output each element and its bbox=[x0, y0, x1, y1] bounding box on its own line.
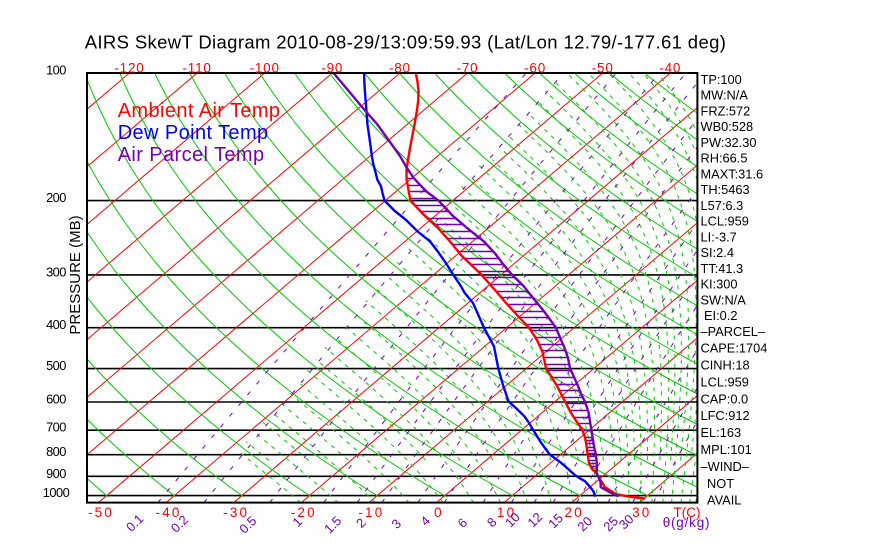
svg-text:EI:0.2: EI:0.2 bbox=[704, 308, 737, 323]
svg-text:LCL:959: LCL:959 bbox=[701, 374, 749, 389]
svg-text:-80: -80 bbox=[389, 60, 411, 75]
svg-text:TH:5463: TH:5463 bbox=[701, 182, 750, 197]
svg-text:1000: 1000 bbox=[43, 485, 70, 500]
svg-text:LI:-3.7: LI:-3.7 bbox=[701, 229, 737, 244]
svg-text:T(C): T(C) bbox=[674, 505, 701, 520]
svg-text:-110: -110 bbox=[182, 60, 211, 75]
svg-text:RH:66.5: RH:66.5 bbox=[701, 151, 748, 166]
svg-text:-120: -120 bbox=[114, 60, 144, 75]
svg-text:KI:300: KI:300 bbox=[701, 277, 738, 292]
svg-text:TP:100: TP:100 bbox=[701, 72, 742, 87]
svg-text:400: 400 bbox=[46, 317, 66, 332]
svg-text:WB0:528: WB0:528 bbox=[701, 119, 754, 134]
svg-text:AIRS SkewT Diagram 2010-08-29/: AIRS SkewT Diagram 2010-08-29/13:09:59.9… bbox=[85, 32, 727, 53]
svg-text:θ(g/kg): θ(g/kg) bbox=[663, 515, 711, 530]
svg-text:CAP:0.0: CAP:0.0 bbox=[701, 391, 749, 406]
svg-text:SI:2.4: SI:2.4 bbox=[701, 245, 734, 260]
svg-text:CAPE:1704: CAPE:1704 bbox=[701, 341, 768, 356]
svg-text:500: 500 bbox=[46, 358, 66, 373]
svg-text:-40: -40 bbox=[659, 60, 681, 75]
svg-text:300: 300 bbox=[46, 264, 66, 279]
svg-text:20: 20 bbox=[564, 505, 583, 520]
svg-text:100: 100 bbox=[46, 63, 66, 78]
svg-text:Dew Point Temp: Dew Point Temp bbox=[118, 122, 269, 144]
svg-text:-60: -60 bbox=[524, 60, 546, 75]
svg-text:–WIND–: –WIND– bbox=[701, 459, 750, 474]
svg-text:-40: -40 bbox=[156, 505, 182, 520]
svg-text:-90: -90 bbox=[321, 60, 343, 75]
svg-text:TT:41.3: TT:41.3 bbox=[701, 261, 744, 276]
svg-text:-70: -70 bbox=[457, 60, 479, 75]
svg-text:LFC:912: LFC:912 bbox=[701, 408, 750, 423]
svg-text:600: 600 bbox=[46, 392, 66, 407]
svg-text:FRZ:572: FRZ:572 bbox=[701, 103, 751, 118]
svg-text:10: 10 bbox=[497, 505, 516, 520]
svg-text:NOT: NOT bbox=[707, 476, 734, 491]
svg-text:-10: -10 bbox=[358, 505, 384, 520]
svg-text:PW:32.30: PW:32.30 bbox=[701, 135, 757, 150]
svg-text:30: 30 bbox=[632, 505, 651, 520]
svg-text:800: 800 bbox=[46, 444, 66, 459]
svg-text:CINH:18: CINH:18 bbox=[701, 358, 750, 373]
svg-text:MW:N/A: MW:N/A bbox=[701, 88, 749, 103]
svg-text:Ambient Air Temp: Ambient Air Temp bbox=[118, 100, 281, 122]
svg-text:AVAIL: AVAIL bbox=[707, 493, 741, 508]
svg-text:–PARCEL–: –PARCEL– bbox=[701, 324, 766, 339]
svg-text:200: 200 bbox=[46, 190, 66, 205]
svg-text:-50: -50 bbox=[88, 505, 114, 520]
svg-text:SW:N/A: SW:N/A bbox=[701, 292, 747, 307]
svg-text:MPL:101: MPL:101 bbox=[701, 442, 752, 457]
svg-text:-100: -100 bbox=[250, 60, 280, 75]
svg-text:-30: -30 bbox=[223, 505, 249, 520]
svg-text:L57:6.3: L57:6.3 bbox=[701, 198, 744, 213]
svg-text:PRESSURE (MB): PRESSURE (MB) bbox=[67, 215, 84, 334]
svg-text:-50: -50 bbox=[592, 60, 614, 75]
svg-text:Air Parcel Temp: Air Parcel Temp bbox=[118, 144, 265, 166]
svg-text:-20: -20 bbox=[291, 505, 317, 520]
svg-text:900: 900 bbox=[46, 466, 66, 481]
svg-text:EL:163: EL:163 bbox=[701, 425, 742, 440]
svg-text:0: 0 bbox=[434, 505, 444, 520]
svg-text:LCL:959: LCL:959 bbox=[701, 214, 749, 229]
svg-text:MAXT:31.6: MAXT:31.6 bbox=[701, 166, 764, 181]
svg-text:700: 700 bbox=[46, 420, 66, 435]
